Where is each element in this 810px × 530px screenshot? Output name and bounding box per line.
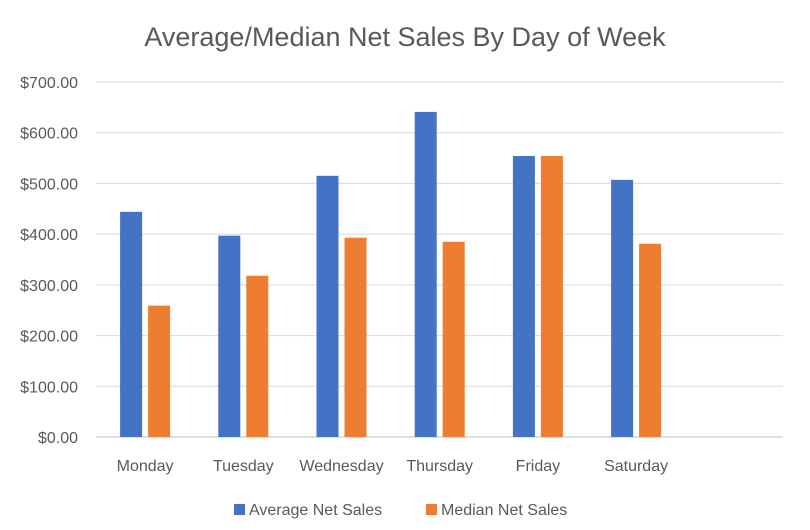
bar-median-net-sales-friday <box>540 156 563 438</box>
gridlines <box>96 81 783 438</box>
y-tick-label: $400.00 <box>20 227 78 244</box>
y-tick-label: $200.00 <box>20 329 78 346</box>
chart-title: Average/Median Net Sales By Day of Week <box>144 22 666 52</box>
y-axis-ticks: $0.00 $100.00 $200.00 $300.00 $400.00 $500.00… <box>20 75 78 447</box>
bar-median-net-sales-wednesday <box>344 237 367 437</box>
x-tick-label-monday: Monday <box>117 458 174 475</box>
bar-median-net-sales-thursday <box>442 241 465 437</box>
bars <box>120 111 662 438</box>
x-axis-ticks: Monday Tuesday Wednesday Thursday Friday Satu… <box>117 458 668 475</box>
y-tick-label: $300.00 <box>20 278 78 295</box>
legend-label-median-net-sales: Median Net Sales <box>441 502 567 519</box>
bar-average-net-sales-saturday <box>611 179 634 437</box>
bar-average-net-sales-monday <box>120 211 143 437</box>
y-tick-label: $700.00 <box>20 75 78 92</box>
legend: Average Net Sales Median Net Sales <box>234 502 567 519</box>
x-tick-label-friday: Friday <box>516 458 560 475</box>
bar-median-net-sales-saturday <box>639 243 662 437</box>
y-tick-label: $500.00 <box>20 176 78 193</box>
y-tick-label: $600.00 <box>20 126 78 143</box>
legend-label-average-net-sales: Average Net Sales <box>249 502 382 519</box>
y-tick-label: $100.00 <box>20 379 78 396</box>
bar-average-net-sales-tuesday <box>218 235 241 437</box>
legend-swatch-average-net-sales <box>234 504 245 515</box>
bar-average-net-sales-thursday <box>414 111 437 438</box>
bar-average-net-sales-wednesday <box>316 175 339 438</box>
bar-median-net-sales-tuesday <box>246 275 269 437</box>
bar-average-net-sales-friday <box>512 156 535 438</box>
x-tick-label-wednesday: Wednesday <box>299 458 383 475</box>
y-tick-label: $0.00 <box>38 430 78 447</box>
x-tick-label-thursday: Thursday <box>406 458 473 475</box>
x-tick-label-tuesday: Tuesday <box>213 458 274 475</box>
bar-median-net-sales-monday <box>148 305 171 437</box>
legend-swatch-median-net-sales <box>426 504 437 515</box>
x-tick-label-saturday: Saturday <box>604 458 668 475</box>
